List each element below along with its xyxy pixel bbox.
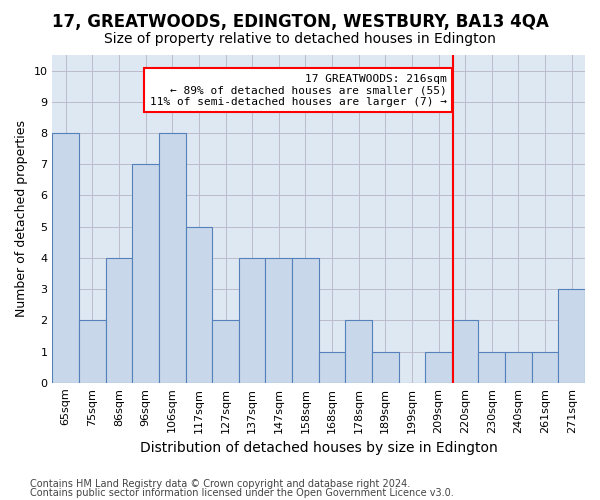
Bar — [505, 352, 532, 383]
Text: 17, GREATWOODS, EDINGTON, WESTBURY, BA13 4QA: 17, GREATWOODS, EDINGTON, WESTBURY, BA13… — [52, 12, 548, 30]
Bar — [478, 352, 505, 383]
Bar — [532, 352, 559, 383]
Bar — [239, 258, 265, 383]
Bar — [79, 320, 106, 383]
Bar — [185, 226, 212, 383]
Bar — [106, 258, 133, 383]
Bar — [346, 320, 372, 383]
Bar — [319, 352, 346, 383]
Text: Contains HM Land Registry data © Crown copyright and database right 2024.: Contains HM Land Registry data © Crown c… — [30, 479, 410, 489]
Bar — [212, 320, 239, 383]
Bar — [133, 164, 159, 383]
Bar — [52, 133, 79, 383]
Text: Contains public sector information licensed under the Open Government Licence v3: Contains public sector information licen… — [30, 488, 454, 498]
Bar — [559, 289, 585, 383]
Bar — [265, 258, 292, 383]
Bar — [425, 352, 452, 383]
Bar — [452, 320, 478, 383]
X-axis label: Distribution of detached houses by size in Edington: Distribution of detached houses by size … — [140, 441, 497, 455]
Y-axis label: Number of detached properties: Number of detached properties — [15, 120, 28, 318]
Text: Size of property relative to detached houses in Edington: Size of property relative to detached ho… — [104, 32, 496, 46]
Bar — [292, 258, 319, 383]
Bar — [159, 133, 185, 383]
Bar — [372, 352, 398, 383]
Text: 17 GREATWOODS: 216sqm
← 89% of detached houses are smaller (55)
11% of semi-deta: 17 GREATWOODS: 216sqm ← 89% of detached … — [149, 74, 446, 107]
